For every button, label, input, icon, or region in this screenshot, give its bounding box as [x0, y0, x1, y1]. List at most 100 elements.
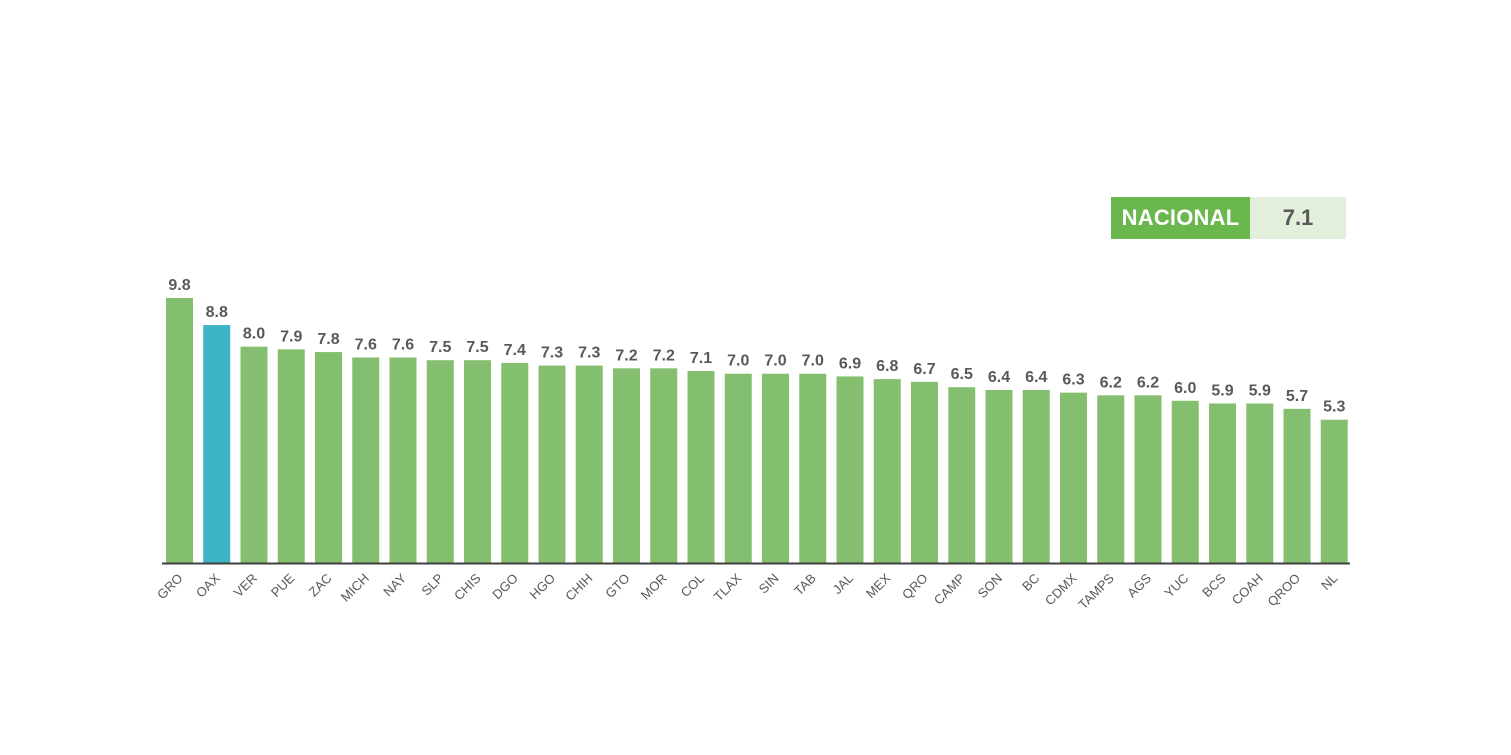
- bar-coah: [1246, 403, 1274, 563]
- bar-son: [985, 389, 1013, 563]
- value-label-mich: 7.6: [355, 336, 377, 353]
- tick-label-nl: NL: [1318, 571, 1340, 593]
- tick-label-bcs: BCS: [1199, 570, 1229, 600]
- bar-tamps: [1097, 395, 1125, 563]
- value-label-coah: 5.9: [1249, 382, 1271, 399]
- tick-label-camp: CAMP: [931, 571, 968, 608]
- tick-label-tab: TAB: [791, 571, 819, 599]
- tick-label-bc: BC: [1019, 571, 1042, 594]
- bar-col: [687, 371, 715, 563]
- value-label-ver: 8.0: [243, 326, 265, 343]
- value-label-qro: 6.7: [913, 361, 935, 378]
- tick-label-hgo: HGO: [527, 571, 559, 603]
- bar-nay: [389, 357, 417, 563]
- tick-label-tlax: TLAX: [711, 570, 745, 604]
- bar-gro: [166, 298, 193, 563]
- value-label-camp: 6.5: [951, 366, 973, 383]
- tick-label-zac: ZAC: [306, 571, 335, 600]
- value-label-dgo: 7.4: [504, 342, 526, 359]
- bar-nl: [1320, 419, 1348, 563]
- value-label-qroo: 5.7: [1286, 388, 1308, 405]
- tick-label-oax: OAX: [193, 570, 223, 600]
- bar-mor: [650, 368, 678, 563]
- bar-mich: [352, 357, 380, 563]
- tick-label-coah: COAH: [1229, 571, 1266, 608]
- tick-label-mor: MOR: [638, 571, 670, 603]
- bar-tlax: [724, 373, 752, 563]
- nacional-value: 7.1: [1250, 197, 1346, 239]
- value-label-jal: 6.9: [839, 355, 861, 372]
- bar-oax: [203, 325, 231, 563]
- value-labels-layer: 9.8 8.8 8.0 7.9 7.8 7.6 7.6 7.5 7.5 7.4 7.3 7.3 7.2 7…: [168, 277, 1345, 416]
- value-label-col: 7.1: [690, 350, 712, 367]
- tick-label-mex: MEX: [863, 570, 894, 601]
- bar-qroo: [1283, 408, 1311, 563]
- tick-label-gto: GTO: [602, 571, 632, 601]
- tick-label-tamps: TAMPS: [1075, 570, 1117, 612]
- bar-mex: [873, 379, 901, 563]
- bars-layer: [166, 298, 1348, 563]
- tick-label-mich: MICH: [338, 571, 372, 605]
- tick-label-nay: NAY: [380, 570, 409, 599]
- tick-label-chis: CHIS: [451, 570, 484, 603]
- bar-jal: [836, 376, 864, 563]
- value-label-gro: 9.8: [168, 277, 190, 294]
- bar-bcs: [1209, 403, 1236, 563]
- bar-chih: [575, 365, 603, 563]
- bar-camp: [948, 387, 976, 563]
- value-label-ags: 6.2: [1137, 374, 1159, 391]
- value-label-mor: 7.2: [653, 347, 675, 364]
- value-label-tamps: 6.2: [1100, 374, 1122, 391]
- value-label-chih: 7.3: [578, 345, 600, 362]
- bar-bc: [1022, 389, 1050, 563]
- tick-label-gro: GRO: [154, 571, 186, 603]
- tick-label-qroo: QROO: [1264, 571, 1303, 610]
- bar-ags: [1134, 395, 1162, 563]
- value-label-gto: 7.2: [615, 347, 637, 364]
- bar-gto: [613, 368, 640, 563]
- value-label-hgo: 7.3: [541, 345, 563, 362]
- value-label-bcs: 5.9: [1211, 382, 1233, 399]
- value-label-bc: 6.4: [1025, 369, 1047, 386]
- value-label-nay: 7.6: [392, 336, 414, 353]
- tick-label-sin: SIN: [756, 571, 782, 597]
- value-label-zac: 7.8: [317, 331, 339, 348]
- value-label-tab: 7.0: [802, 353, 824, 370]
- tick-label-pue: PUE: [268, 570, 298, 600]
- bar-dgo: [501, 362, 529, 563]
- bar-cdmx: [1060, 392, 1087, 563]
- tick-label-son: SON: [975, 571, 1006, 602]
- tick-label-ags: AGS: [1124, 570, 1154, 600]
- x-tick-labels: GRO OAX VER PUE ZAC MICH NAY SLP CHIS DGO HGO CHIH G…: [154, 570, 1340, 612]
- bar-chis: [464, 360, 491, 563]
- tick-label-cdmx: CDMX: [1042, 570, 1080, 608]
- value-label-nl: 5.3: [1323, 399, 1345, 416]
- value-label-sin: 7.0: [764, 353, 786, 370]
- bar-slp: [426, 360, 454, 563]
- bar-qro: [911, 381, 938, 563]
- tick-label-ver: VER: [231, 571, 261, 601]
- tick-label-jal: JAL: [830, 571, 856, 597]
- tick-label-slp: SLP: [418, 571, 446, 599]
- bar-hgo: [538, 365, 566, 563]
- bar-ver: [240, 346, 268, 563]
- value-label-cdmx: 6.3: [1062, 372, 1084, 389]
- bar-sin: [762, 373, 789, 563]
- tick-label-qro: QRO: [899, 571, 931, 603]
- tick-label-col: COL: [678, 571, 708, 601]
- value-label-mex: 6.8: [876, 358, 898, 375]
- bar-tab: [799, 373, 827, 563]
- nacional-label: NACIONAL: [1111, 197, 1250, 239]
- nacional-indicator: NACIONAL 7.1: [1111, 197, 1346, 239]
- value-label-oax: 8.8: [206, 304, 228, 321]
- value-label-chis: 7.5: [466, 339, 488, 356]
- value-label-son: 6.4: [988, 369, 1010, 386]
- value-label-yuc: 6.0: [1174, 380, 1196, 397]
- tick-label-yuc: YUC: [1161, 571, 1191, 601]
- tick-label-chih: CHIH: [562, 571, 595, 604]
- bar-pue: [277, 349, 305, 563]
- value-label-tlax: 7.0: [727, 353, 749, 370]
- bar-zac: [315, 352, 342, 563]
- value-label-slp: 7.5: [429, 339, 451, 356]
